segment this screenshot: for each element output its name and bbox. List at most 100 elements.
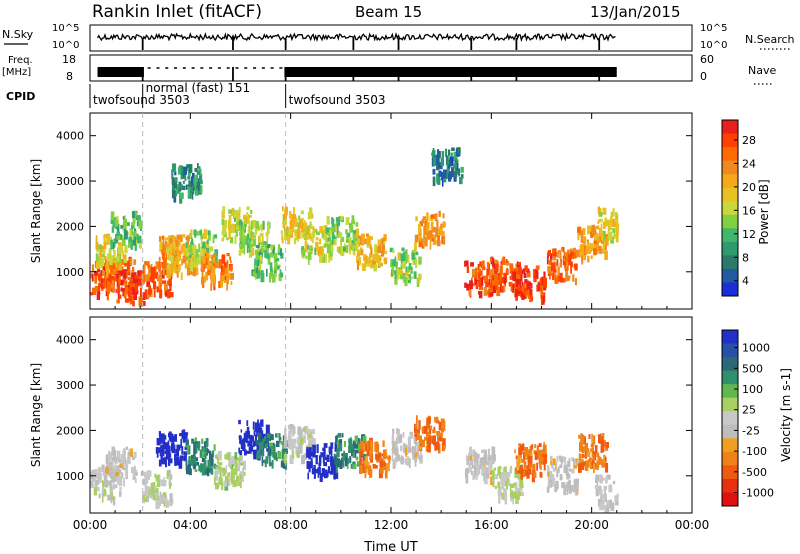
data-cell [115,464,118,470]
velocity-colorbar-tick-label: -100 [742,445,767,458]
data-cell [335,464,338,474]
data-cell [111,275,115,283]
data-cell [98,282,102,287]
data-cell [328,234,331,240]
data-cell [214,274,216,285]
data-cell [192,173,195,178]
data-cell [616,228,618,237]
data-cell [380,460,383,468]
data-cell [102,278,105,284]
power-colorbar-label: Power [dB] [757,179,771,244]
data-cell [458,168,461,177]
data-cell [115,278,119,282]
data-cell [160,455,163,462]
data-cell [332,234,336,244]
y-tick-label: 4000 [56,334,84,347]
data-cell [170,259,174,267]
data-cell [293,207,295,216]
data-cell [247,435,250,439]
data-cell [246,244,249,253]
data-cell [594,484,599,490]
data-cell [599,474,603,484]
data-cell [512,492,517,499]
data-cell [120,286,123,290]
data-cell [311,468,316,475]
data-cell [428,436,431,445]
nsearch-tick-bottom: 10^0 [700,40,727,51]
data-cell [207,459,211,469]
data-cell [583,242,586,246]
data-cell [181,244,184,251]
data-cell [283,230,286,240]
data-cell [538,443,542,447]
data-cell [379,262,383,267]
data-cell [355,456,359,461]
data-cell [241,221,245,231]
data-cell [289,219,293,229]
data-cell [230,272,234,280]
data-cell [492,456,495,465]
data-cell [93,472,95,477]
data-cell [359,464,363,474]
data-cell [468,462,471,468]
data-cell [233,214,237,220]
data-cell [124,245,128,254]
data-cell [308,207,313,218]
data-cell [153,288,156,298]
data-cell [471,269,476,276]
data-cell [222,225,226,231]
data-cell [398,454,401,462]
data-cell [314,468,319,474]
data-cell [163,244,168,253]
data-cell [415,216,418,222]
data-cell [596,478,598,486]
data-cell [189,254,192,258]
data-cell [178,250,182,254]
velocity-colorbar-tick-label: 100 [742,383,763,396]
data-cell [556,456,559,462]
data-cell [265,231,269,237]
data-cell [451,147,455,151]
data-cell [419,228,422,239]
data-cell [297,222,300,233]
data-cell [327,232,330,236]
data-cell [590,443,595,448]
data-cell [106,276,109,284]
data-cell [280,272,284,278]
data-cell [169,458,173,463]
data-cell [95,253,99,262]
data-cell [381,239,384,249]
data-cell [277,452,281,459]
data-cell [166,247,171,251]
data-cell [176,256,179,265]
data-cell [266,244,271,248]
data-cell [580,235,584,243]
data-cell [369,236,373,241]
data-cell [206,442,208,447]
data-cell [433,426,436,431]
data-cell [246,239,248,245]
data-cell [191,238,194,244]
data-cell [472,474,475,481]
data-cell [277,250,280,255]
data-cell [240,472,244,482]
data-cell [102,469,107,476]
data-cell [175,456,179,464]
data-cell [288,227,292,234]
data-cell [226,253,230,257]
data-cell [199,168,202,176]
data-cell [597,206,600,215]
data-cell [499,265,503,276]
data-cell [529,445,533,453]
data-cell [442,420,446,427]
data-cell [580,433,583,443]
data-cell [248,225,252,233]
data-cell [518,443,521,447]
data-cell [365,464,368,469]
data-cell [515,486,517,490]
data-cell [213,444,216,451]
data-cell [169,246,173,253]
data-cell [438,170,441,177]
data-cell [351,215,355,223]
data-cell [285,230,289,236]
